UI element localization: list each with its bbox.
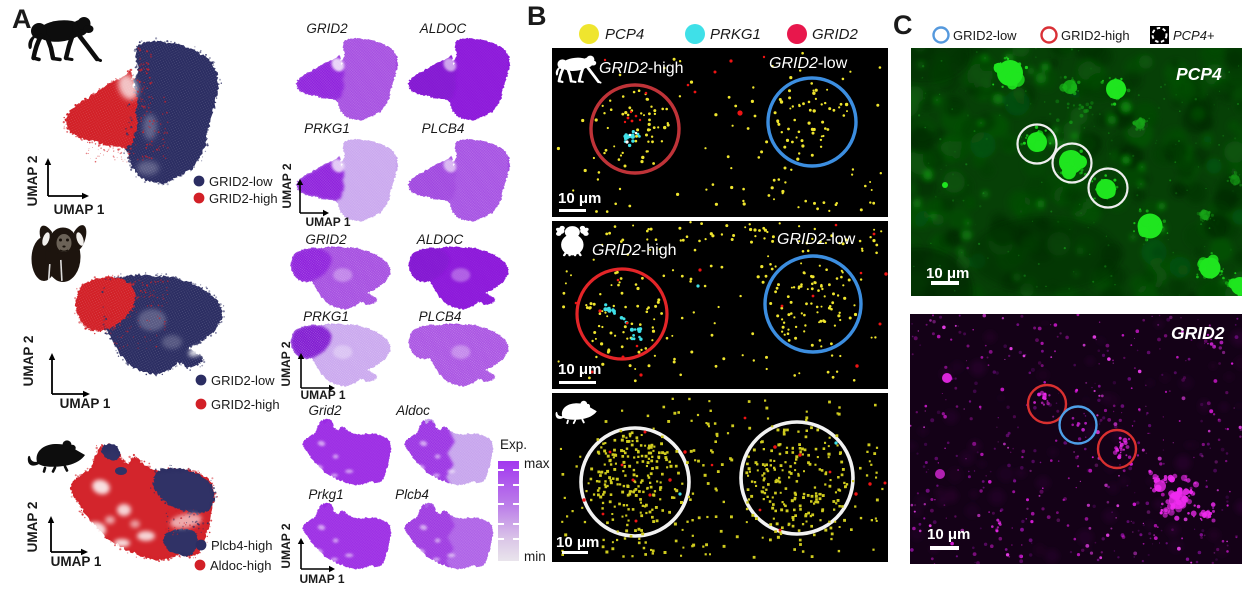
svg-text:ALDOC: ALDOC [416,232,464,247]
svg-text:GRID2-high: GRID2-high [592,242,676,259]
svg-text:UMAP 1: UMAP 1 [300,388,345,402]
svg-text:10 μm: 10 μm [927,526,970,543]
svg-text:PLCB4: PLCB4 [422,121,465,136]
svg-text:PLCB4: PLCB4 [419,309,462,324]
svg-text:GRID2: GRID2 [305,232,347,247]
svg-text:A: A [12,4,32,34]
svg-text:PCP4: PCP4 [605,26,644,43]
svg-text:GRID2-low: GRID2-low [769,55,848,72]
svg-text:Plcb4-high: Plcb4-high [211,538,272,553]
svg-text:GRID2-low: GRID2-low [953,28,1017,43]
svg-text:GRID2: GRID2 [812,26,859,43]
svg-text:PCP4+: PCP4+ [1173,28,1215,43]
svg-text:UMAP 1: UMAP 1 [54,202,105,217]
svg-text:GRID2-low: GRID2-low [777,231,856,248]
svg-text:UMAP 2: UMAP 2 [279,341,293,386]
svg-text:GRID2-high: GRID2-high [211,397,280,412]
svg-text:Aldoc-high: Aldoc-high [210,558,271,573]
svg-text:10 μm: 10 μm [558,361,601,378]
svg-text:PRKG1: PRKG1 [710,26,761,43]
svg-text:10 μm: 10 μm [556,534,599,551]
svg-text:UMAP 2: UMAP 2 [25,502,40,553]
svg-text:GRID2: GRID2 [1171,323,1225,343]
svg-text:PRKG1: PRKG1 [304,121,350,136]
svg-text:GRID2-high: GRID2-high [209,191,278,206]
svg-text:PCP4: PCP4 [1176,64,1222,84]
svg-text:ALDOC: ALDOC [419,21,467,36]
svg-text:UMAP 2: UMAP 2 [279,523,293,568]
svg-text:UMAP 1: UMAP 1 [299,572,344,586]
svg-text:Grid2: Grid2 [308,403,342,418]
svg-text:GRID2-high: GRID2-high [1061,28,1130,43]
svg-text:UMAP 1: UMAP 1 [60,396,111,411]
svg-text:UMAP 2: UMAP 2 [280,163,294,208]
svg-text:PRKG1: PRKG1 [303,309,349,324]
svg-text:Aldoc: Aldoc [395,403,430,418]
svg-text:GRID2-low: GRID2-low [209,174,273,189]
svg-text:UMAP 2: UMAP 2 [21,336,36,387]
svg-text:10 μm: 10 μm [926,265,969,282]
svg-text:min: min [524,549,546,564]
svg-text:GRID2: GRID2 [306,21,348,36]
svg-text:UMAP 1: UMAP 1 [305,215,350,229]
svg-text:10 μm: 10 μm [558,190,601,207]
svg-text:Prkg1: Prkg1 [308,487,343,502]
svg-text:max: max [524,456,550,471]
svg-text:GRID2-high: GRID2-high [599,60,683,77]
svg-text:B: B [527,1,547,31]
svg-text:UMAP 1: UMAP 1 [51,554,102,569]
svg-text:Exp.: Exp. [500,437,527,452]
svg-text:Plcb4: Plcb4 [395,487,429,502]
svg-text:UMAP 2: UMAP 2 [25,156,40,207]
svg-text:GRID2-low: GRID2-low [211,373,275,388]
svg-text:C: C [893,10,913,40]
